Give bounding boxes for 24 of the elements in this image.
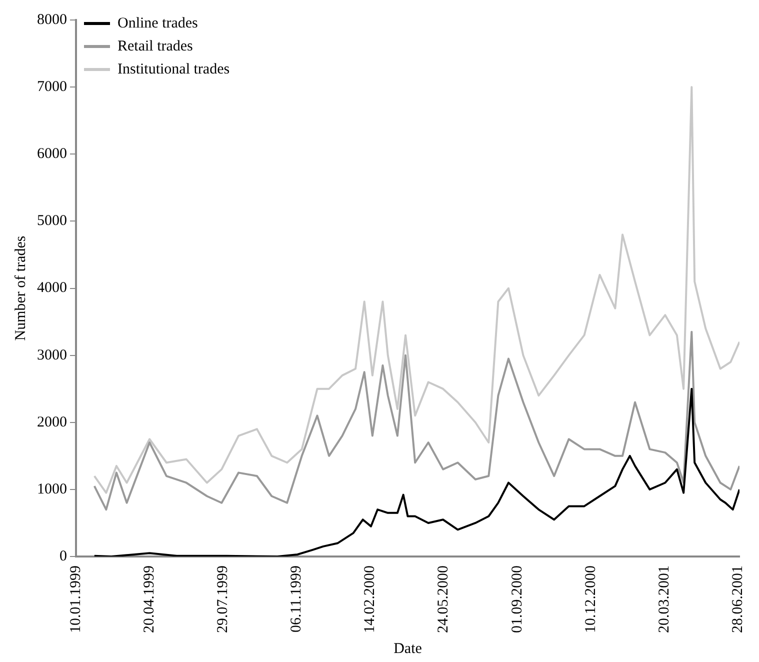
x-tick-label: 06.11.1999 xyxy=(288,566,305,632)
y-tick-label: 0 xyxy=(60,548,67,564)
x-tick-label: 24.05.2000 xyxy=(436,566,452,633)
y-tick-label: 3000 xyxy=(37,347,67,364)
legend-label: Institutional trades xyxy=(118,61,230,78)
y-tick-label: 5000 xyxy=(37,213,67,230)
x-axis-title: Date xyxy=(394,640,422,657)
y-tick-label: 7000 xyxy=(37,79,67,95)
y-tick-label: 2000 xyxy=(37,414,67,430)
y-axis-title: Number of trades xyxy=(12,236,29,341)
x-tick-label: 14.02.2000 xyxy=(362,566,378,633)
x-tick-label: 10.12.2000 xyxy=(582,566,599,633)
y-tick-label: 6000 xyxy=(37,146,67,162)
x-tick-label: 28.06.2001 xyxy=(730,566,746,633)
legend-label: Online trades xyxy=(118,15,198,32)
x-tick-label: 29.07.1999 xyxy=(215,566,232,633)
y-tick-label: 8000 xyxy=(37,12,67,28)
x-tick-label: 10.01.1999 xyxy=(68,566,84,633)
y-tick-label: 4000 xyxy=(37,280,67,296)
x-tick-label: 20.04.1999 xyxy=(141,566,158,633)
x-tick-label: 01.09.2000 xyxy=(509,566,526,633)
y-tick-label: 1000 xyxy=(37,481,67,498)
legend-label: Retail trades xyxy=(118,38,194,54)
x-tick-label: 20.03.2001 xyxy=(656,566,672,633)
